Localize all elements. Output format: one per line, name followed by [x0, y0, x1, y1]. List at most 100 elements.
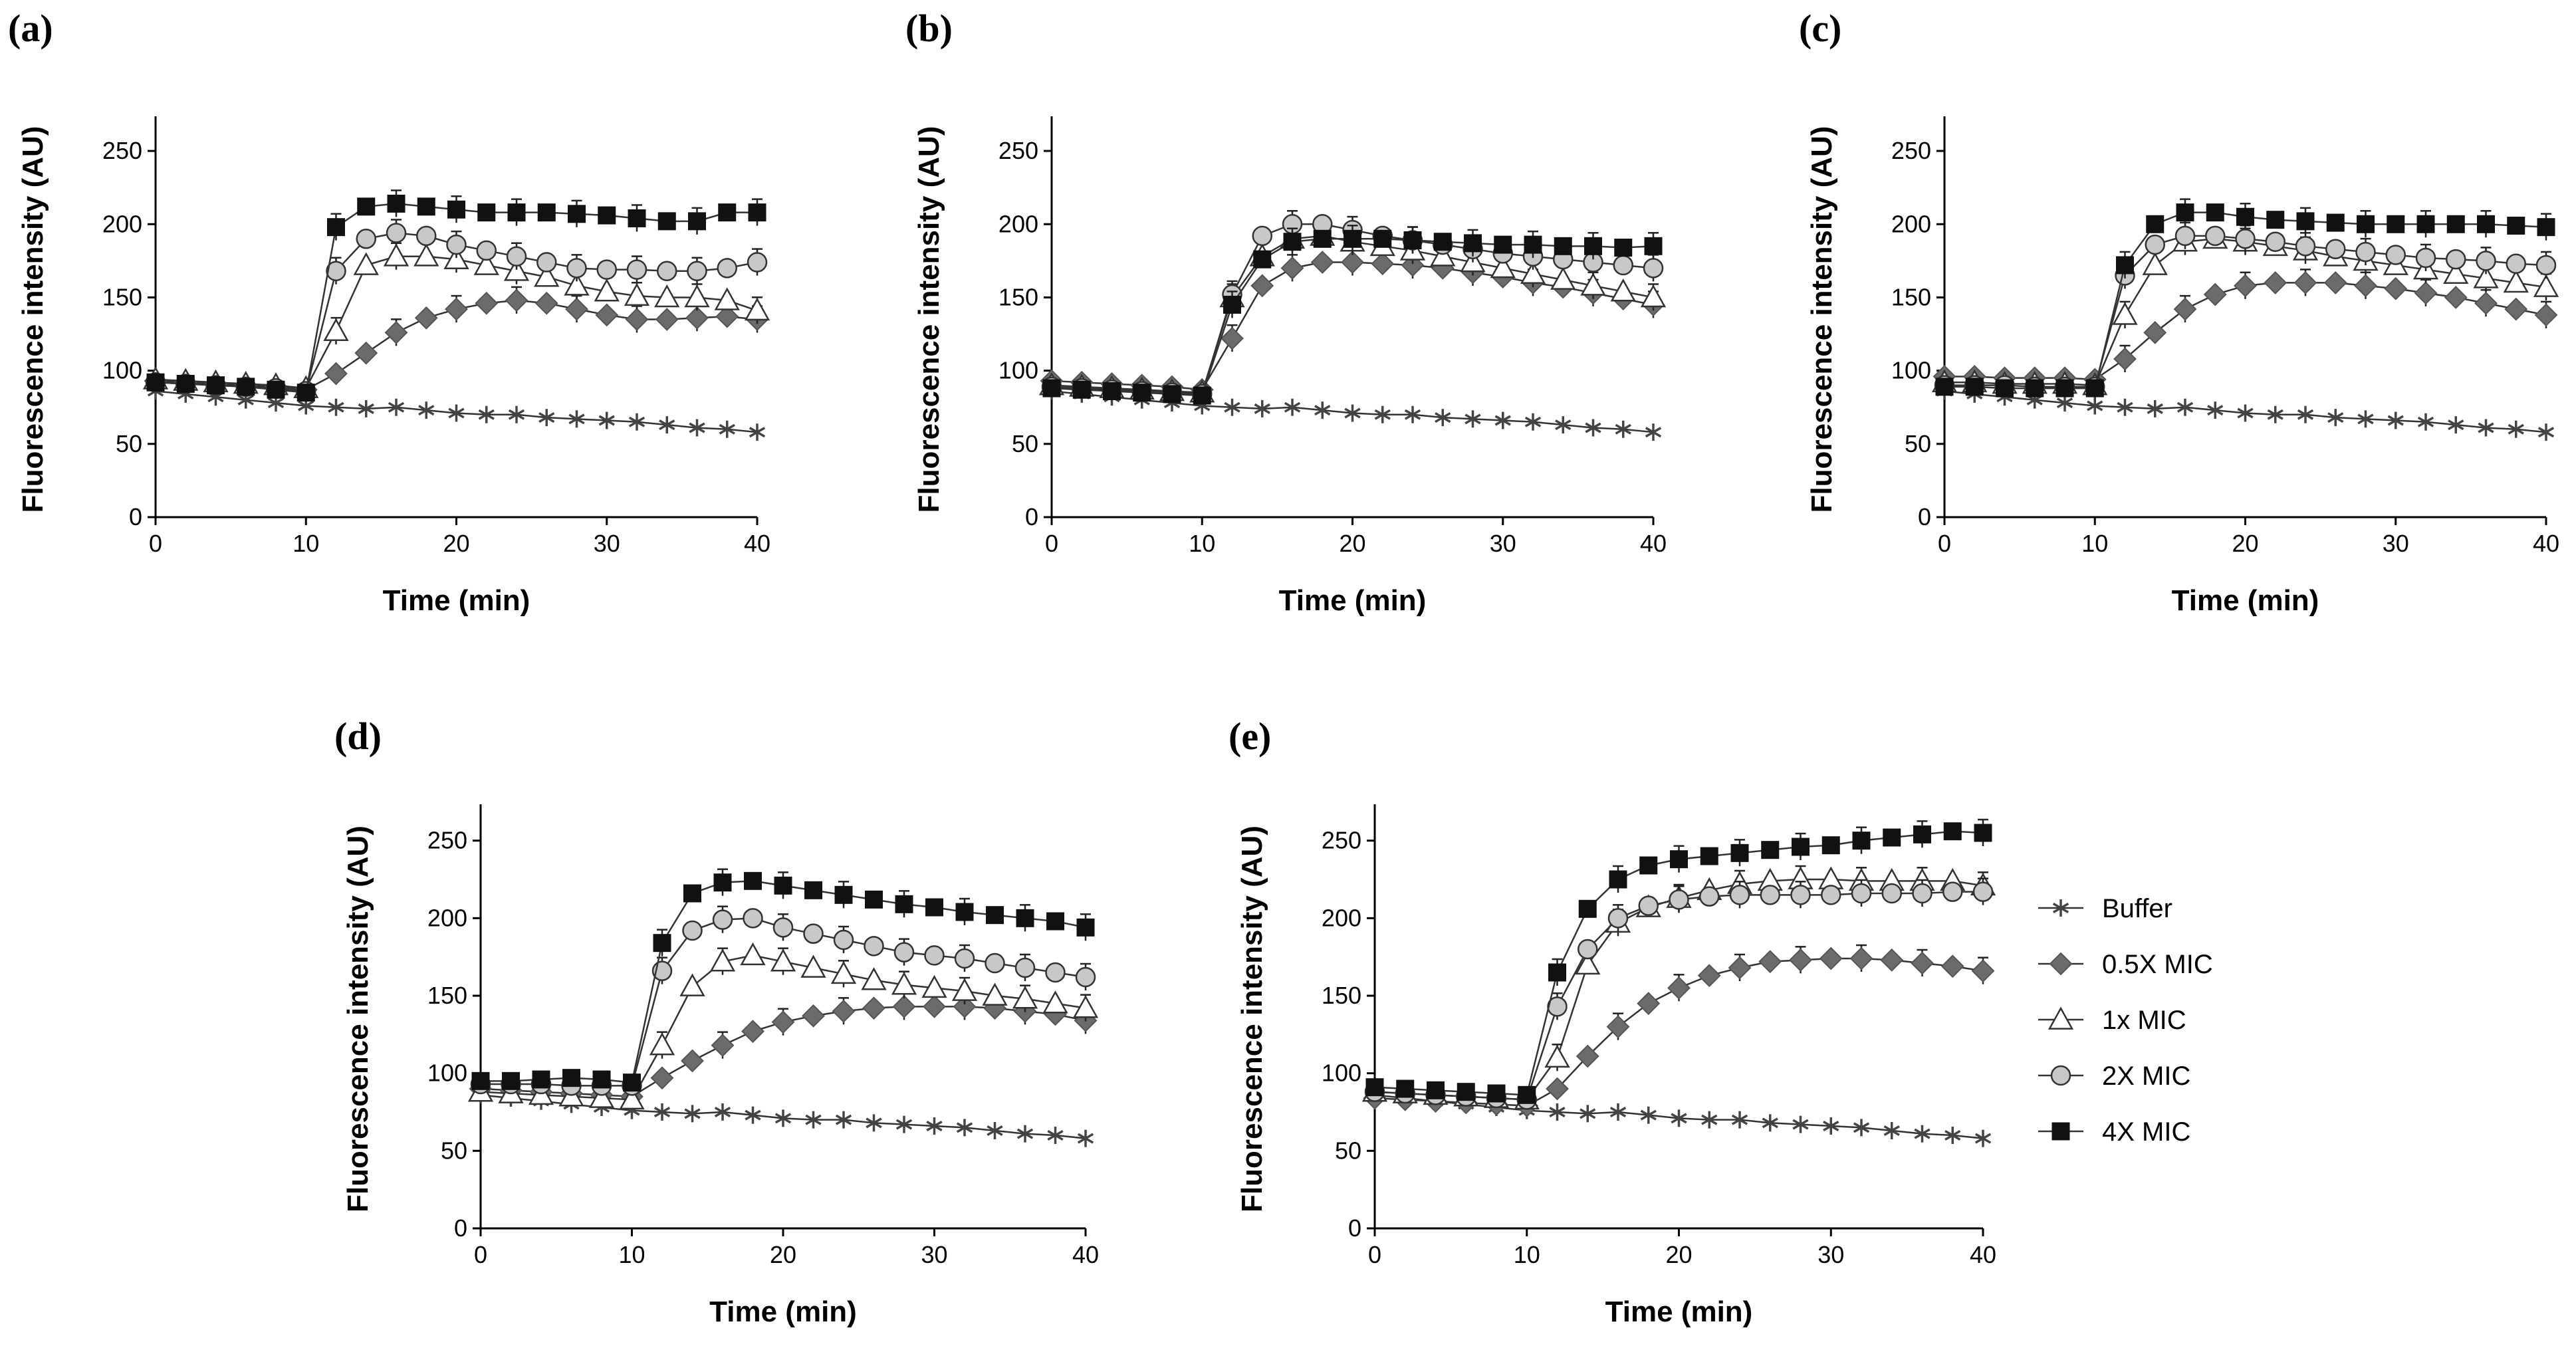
- chart-panel: (c) 0 50 100 150 200 250 0 10 20 30 40 Time (min) Flu…: [1799, 7, 2559, 617]
- data-point: [2533, 274, 2559, 297]
- legend-label: 2X MIC: [2102, 1062, 2190, 1091]
- legend-marker: [2049, 952, 2073, 976]
- y-tick-label: 0: [1348, 1214, 1361, 1242]
- data-point: [356, 229, 376, 249]
- data-point: [1758, 950, 1782, 974]
- y-tick-label: 150: [427, 982, 467, 1009]
- data-point: [1914, 1125, 1931, 1143]
- x-tick-label: 10: [1514, 1241, 1540, 1268]
- data-point: [1823, 1117, 1839, 1135]
- data-point: [1341, 251, 1364, 274]
- data-point: [626, 259, 647, 280]
- y-axis-title: Fluorescence intensity (AU): [913, 126, 945, 513]
- data-point: [1638, 895, 1659, 916]
- data-point: [2385, 245, 2406, 265]
- y-tick-label: 250: [102, 137, 142, 164]
- chart-panel: (e) 0 50 100 150 200 250 0 10 20 30 40 Time (min) Flu…: [1229, 715, 1996, 1328]
- data-point: [2387, 215, 2405, 233]
- data-point: [1849, 947, 1873, 970]
- data-point: [649, 1032, 675, 1056]
- y-tick-label: 100: [998, 357, 1038, 384]
- data-point: [566, 258, 587, 279]
- data-point: [2415, 247, 2436, 269]
- data-point: [1163, 385, 1181, 403]
- legend-item: 4X MIC: [2038, 1117, 2190, 1147]
- data-point: [1580, 273, 1606, 296]
- data-point: [954, 948, 975, 969]
- data-point: [1965, 378, 1984, 396]
- series-two_mic: [1364, 877, 1994, 1110]
- data-point: [1730, 844, 1749, 862]
- data-point: [1464, 410, 1481, 428]
- data-point: [598, 206, 616, 225]
- data-point: [1940, 955, 1964, 978]
- data-point: [1075, 966, 1096, 988]
- series-buffer: [1936, 382, 2555, 441]
- panel-label: (d): [334, 715, 382, 758]
- y-tick-label: 200: [998, 210, 1038, 237]
- data-point: [623, 1073, 641, 1092]
- data-point: [1457, 1083, 1475, 1101]
- series-one_mic: [1931, 225, 2559, 395]
- data-point: [805, 1111, 822, 1129]
- data-point: [2508, 420, 2524, 438]
- data-point: [1555, 416, 1572, 434]
- data-point: [655, 308, 679, 331]
- data-point: [2236, 207, 2254, 226]
- data-point: [568, 205, 586, 223]
- data-point: [2476, 251, 2496, 271]
- data-point: [1851, 883, 1872, 904]
- data-point: [861, 967, 887, 990]
- data-point: [323, 318, 349, 341]
- data-point: [770, 949, 796, 972]
- data-point: [2503, 269, 2529, 293]
- data-point: [2384, 277, 2408, 300]
- data-point: [592, 1070, 611, 1089]
- data-point: [628, 413, 645, 431]
- data-point: [1640, 284, 1667, 308]
- y-tick-label: 50: [116, 430, 142, 457]
- data-point: [507, 203, 526, 222]
- data-point: [715, 304, 739, 328]
- data-point: [1667, 976, 1691, 1000]
- data-point: [2474, 291, 2498, 315]
- data-point: [446, 234, 467, 255]
- data-point: [2387, 411, 2404, 429]
- data-point: [657, 212, 676, 231]
- data-point: [2173, 297, 2197, 321]
- data-point: [2113, 347, 2137, 371]
- data-point: [443, 246, 469, 269]
- x-tick-label: 30: [2383, 530, 2409, 557]
- data-point: [2296, 212, 2315, 231]
- data-point: [2112, 302, 2138, 325]
- data-point: [1250, 274, 1274, 298]
- data-point: [1697, 964, 1721, 988]
- data-point: [709, 949, 736, 972]
- data-point: [687, 261, 707, 282]
- y-axis-title: Fluorescence intensity (AU): [17, 126, 49, 513]
- data-point: [741, 1020, 764, 1044]
- x-tick-label: 30: [594, 530, 620, 557]
- data-point: [1912, 883, 1932, 904]
- y-axis-title: Fluorescence intensity (AU): [342, 826, 374, 1212]
- y-tick-label: 250: [1891, 137, 1931, 164]
- legend-label: 0.5X MIC: [2102, 950, 2213, 979]
- y-tick-label: 200: [1891, 210, 1931, 237]
- data-point: [447, 200, 465, 219]
- data-point: [1935, 378, 1954, 396]
- data-point: [538, 409, 555, 427]
- data-point: [1344, 229, 1361, 248]
- data-point: [1580, 1105, 1596, 1123]
- data-point: [862, 996, 885, 1020]
- data-point: [689, 419, 705, 437]
- legend-label: Buffer: [2102, 894, 2172, 923]
- legend-marker: [2051, 1122, 2070, 1141]
- legend-item: Buffer: [2038, 894, 2172, 923]
- data-point: [1042, 990, 1068, 1014]
- data-point: [1403, 231, 1422, 249]
- data-point: [1520, 261, 1546, 284]
- data-point: [2207, 401, 2224, 419]
- data-point: [2266, 211, 2285, 229]
- data-point: [2295, 236, 2316, 257]
- data-point: [891, 972, 917, 995]
